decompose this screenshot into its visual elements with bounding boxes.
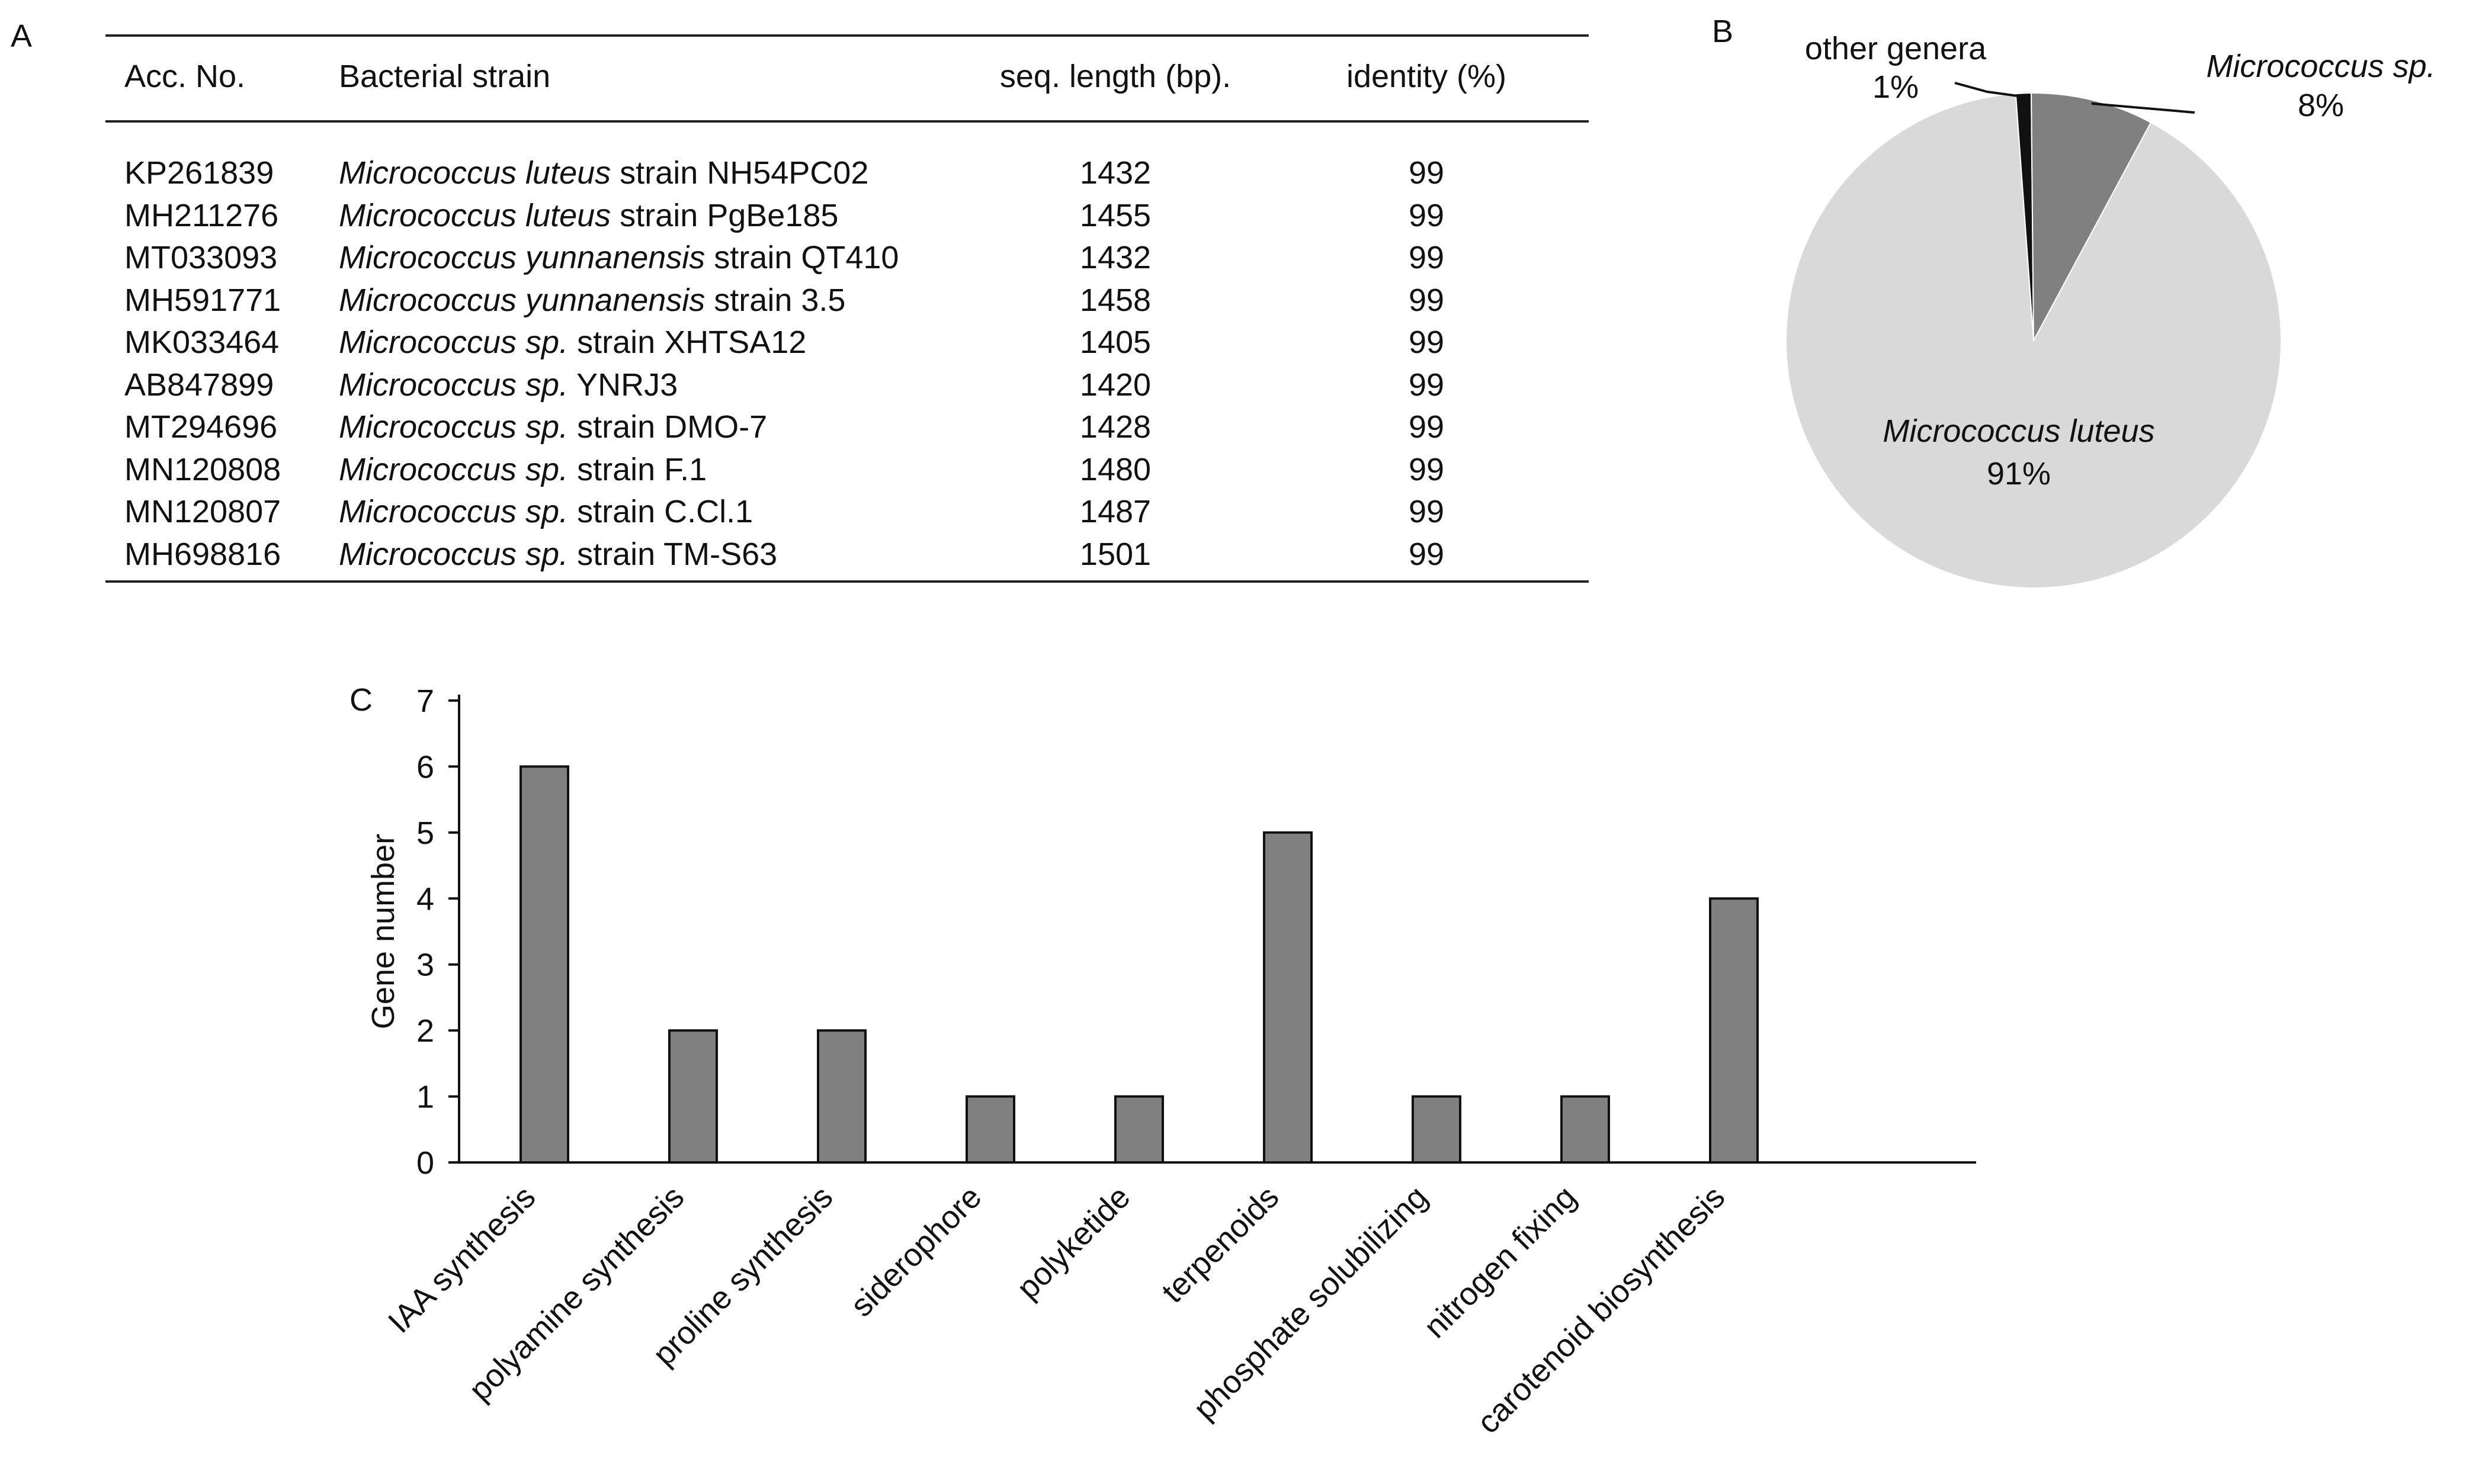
strain-id: strain DMO-7 [568,409,768,445]
pie-slice-micrococcus-luteus [1785,93,2282,589]
table-row: MT294696 Micrococcus sp. strain DMO-7 1428… [105,406,1589,448]
bar-proline-synthesis [817,1029,867,1164]
x-tick-label: siderophore [844,1179,988,1324]
y-axis-title: Gene number [365,834,401,1029]
panel-label-b: B [1712,14,1734,49]
y-tick-label: 7 [416,683,434,719]
table-row: MN120808 Micrococcus sp. strain F.1 1480 99 [105,448,1589,491]
acc-no-cell: MH698816 [124,536,281,572]
acc-no-cell: MH591771 [124,282,281,318]
strain-cell: Micrococcus yunnanensis strain QT410 [339,236,899,279]
acc-no-cell: KP261839 [124,155,274,191]
table-top-rule [105,34,1589,37]
pie-leader-sp [2091,102,2195,114]
strain-id: strain PgBe185 [611,197,839,233]
bar-polyketide [1114,1095,1164,1164]
x-tick-label: polyketide [1010,1179,1137,1306]
species-name: Micrococcus sp. [339,409,569,445]
bar-terpenoids [1263,831,1313,1164]
pie-leader-other [1954,82,2024,98]
strain-cell: Micrococcus sp. strain F.1 [339,448,707,491]
x-tick-label: carotenoid biosynthesis [1470,1179,1731,1440]
x-tick-label: terpenoids [1155,1179,1286,1310]
strain-cell: Micrococcus sp. strain XHTSA12 [339,321,806,364]
y-tick-label: 5 [416,815,434,851]
bar-carotenoid-biosynthesis [1709,897,1759,1164]
acc-no-cell: AB847899 [124,367,274,403]
species-name: Micrococcus sp. [339,494,569,529]
strain-cell: Micrococcus sp. YNRJ3 [339,364,678,406]
strain-id: strain C.Cl.1 [568,494,753,529]
strain-cell: Micrococcus luteus strain NH54PC02 [339,152,868,194]
strain-id: strain TM-S63 [568,536,778,572]
bar-phosphate-solubilizing [1412,1095,1461,1164]
strain-cell: Micrococcus sp. strain DMO-7 [339,406,767,448]
acc-no-cell: MN120807 [124,494,281,529]
species-name: Micrococcus sp. [339,451,569,487]
table-row: KP261839 Micrococcus luteus strain NH54PC… [105,152,1589,194]
y-tick-label: 0 [416,1145,434,1181]
species-name: Micrococcus luteus [339,197,611,233]
table-row: MN120807 Micrococcus sp. strain C.Cl.1 148… [105,490,1589,533]
table-row: MT033093 Micrococcus yunnanensis strain Q… [105,236,1589,279]
panel-label-c: C [349,682,373,718]
bar-siderophore [966,1095,1015,1164]
strain-id: strain 3.5 [705,282,846,318]
strain-cell: Micrococcus sp. strain TM-S63 [339,533,777,576]
bar-iaa-synthesis [520,765,569,1164]
header-identity: identity (%) [1346,59,1507,94]
pie-label-luteus-name: Micrococcus luteus [1883,413,2154,449]
strain-id: strain XHTSA12 [568,325,807,360]
bar-nitrogen-fixing [1560,1095,1610,1164]
species-name: Micrococcus sp. [339,367,569,403]
table-header-row: Acc. No. Bacterial strain seq. length (b… [105,55,1589,98]
strain-id: YNRJ3 [568,367,678,403]
header-seq-length: seq. length (bp). [999,59,1232,94]
pie-label-sp-value: 8% [2298,88,2344,123]
table-row: MH211276 Micrococcus luteus strain PgBe18… [105,194,1589,237]
header-acc-no: Acc. No. [124,59,246,94]
strain-id: strain NH54PC02 [611,155,869,191]
acc-no-cell: MT033093 [124,240,278,275]
x-tick-label: IAA synthesis [381,1179,543,1340]
pie-label-other-name: other genera [1805,31,1987,66]
strain-cell: Micrococcus yunnanensis strain 3.5 [339,279,845,322]
table-bottom-rule [105,580,1589,583]
y-tick-label: 1 [416,1080,434,1115]
pie-label-sp-name: Micrococcus sp. [2206,49,2435,84]
y-tick-label: 6 [416,749,434,785]
table-row: MH698816 Micrococcus sp. strain TM-S63 150… [105,533,1589,576]
table-row: MK033464 Micrococcus sp. strain XHTSA12 14… [105,321,1589,364]
strain-id: strain QT410 [705,240,899,275]
bar-polyamine-synthesis [668,1029,718,1164]
species-name: Micrococcus yunnanensis [339,240,706,275]
pie-label-other-value: 1% [1872,69,1919,105]
species-name: Micrococcus luteus [339,155,611,191]
acc-no-cell: MH211276 [124,197,279,233]
table-row: MH591771 Micrococcus yunnanensis strain 3… [105,279,1589,322]
acc-no-cell: MN120808 [124,451,281,487]
pie-slice-micrococcus-sp [2031,92,2152,341]
species-name: Micrococcus sp. [339,536,569,572]
strain-cell: Micrococcus sp. strain C.Cl.1 [339,490,753,533]
strain-id: strain F.1 [568,451,707,487]
strain-cell: Micrococcus luteus strain PgBe185 [339,194,838,237]
acc-no-cell: MK033464 [124,325,280,360]
y-tick-label: 2 [416,1013,434,1049]
panel-label-a: A [11,18,33,54]
y-tick-label: 4 [416,881,434,917]
acc-no-cell: MT294696 [124,409,278,445]
pie-label-luteus-value: 91% [1987,456,2051,492]
species-name: Micrococcus sp. [339,325,569,360]
header-bacterial-strain: Bacterial strain [339,59,551,94]
table-header-rule [105,120,1589,123]
table-row: AB847899 Micrococcus sp. YNRJ3 1420 99 [105,364,1589,406]
y-tick-label: 3 [416,947,434,983]
species-name: Micrococcus yunnanensis [339,282,706,318]
x-tick-label: nitrogen fixing [1417,1179,1583,1345]
